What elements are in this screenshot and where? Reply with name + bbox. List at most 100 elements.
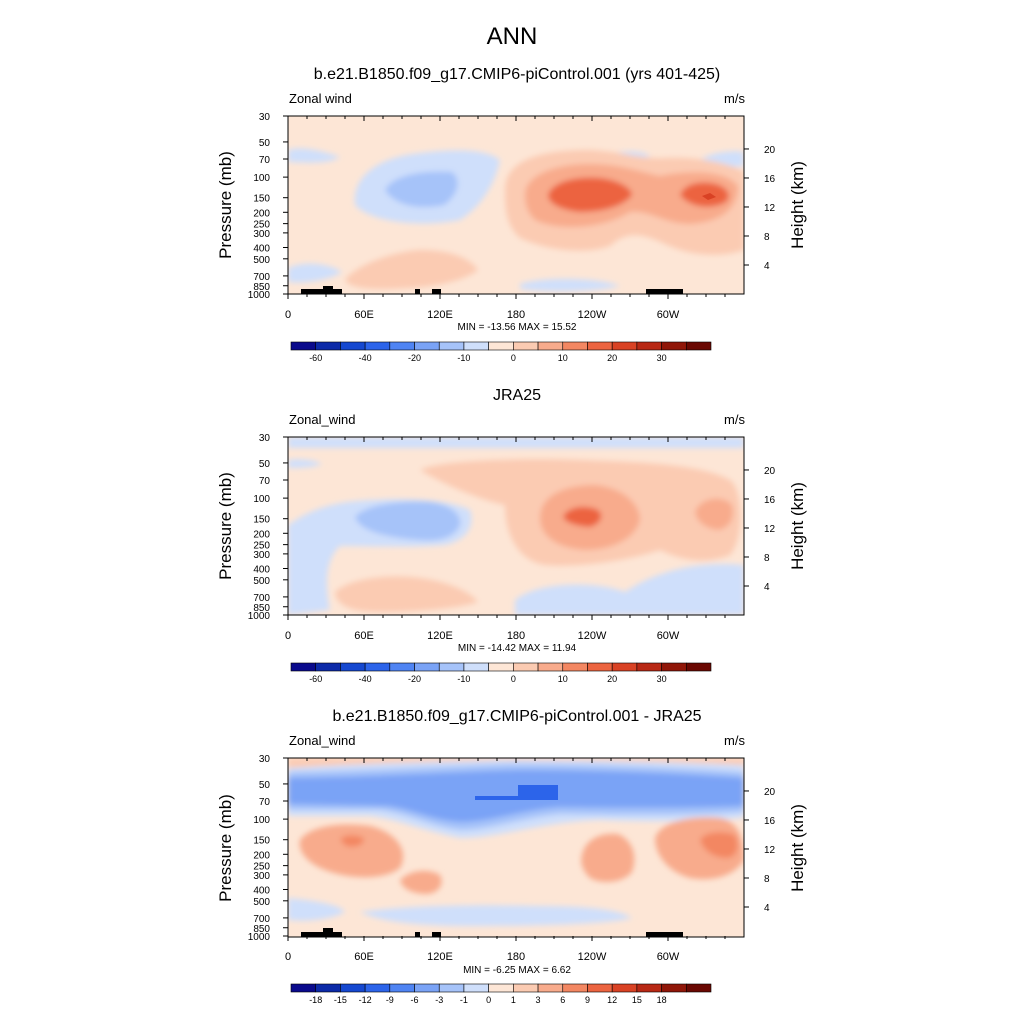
pressure-tick-label: 300 <box>253 871 270 882</box>
pressure-tick-label: 500 <box>253 576 270 587</box>
lon-tick-label: 0 <box>285 630 291 642</box>
colorbar-swatch <box>587 983 613 993</box>
colorbar-swatch <box>611 983 638 993</box>
panel-1-units-label: m/s <box>724 91 745 106</box>
colorbar-swatch <box>463 662 489 672</box>
colorbar-label: -1 <box>460 995 468 1005</box>
pressure-tick-label: 400 <box>253 885 270 896</box>
lon-tick-label: 180 <box>507 951 525 963</box>
pressure-tick-label: 300 <box>253 229 270 240</box>
colorbar-swatch <box>290 662 317 672</box>
panel-1-stats: MIN = -13.56 MAX = 15.52 <box>458 322 577 333</box>
panel-3-stats: MIN = -6.25 MAX = 6.62 <box>463 965 571 976</box>
lon-tick-label: 180 <box>507 630 525 642</box>
colorbar-swatch <box>488 983 514 993</box>
contour-negative-surface-right <box>520 278 620 292</box>
colorbar-label: 1 <box>511 995 516 1005</box>
colorbar-swatch <box>661 341 687 351</box>
pressure-tick-label: 700 <box>253 593 270 604</box>
pressure-tick-label: 50 <box>259 459 271 470</box>
lon-tick-label: 120E <box>427 309 453 321</box>
colorbar-swatch <box>438 983 465 993</box>
colorbar-label: -18 <box>309 995 322 1005</box>
panel-3-ylabel-right: Height (km) <box>788 804 807 892</box>
pressure-tick-label: 150 <box>253 515 270 526</box>
panel-2-stats: MIN = -14.42 MAX = 11.94 <box>458 643 577 654</box>
colorbar-label: 0 <box>486 995 491 1005</box>
panel-1-contour-field <box>288 116 744 294</box>
colorbar-swatch <box>587 341 613 351</box>
pressure-tick-label: 1000 <box>248 932 271 943</box>
colorbar-swatch <box>611 662 638 672</box>
lon-tick-label: 120E <box>427 630 453 642</box>
lon-tick-label: 60E <box>354 309 374 321</box>
pressure-tick-label: 100 <box>253 494 270 505</box>
colorbar-swatch <box>636 341 662 351</box>
pressure-tick-label: 30 <box>259 112 271 123</box>
pressure-tick-label: 500 <box>253 255 270 266</box>
pressure-tick-label: 50 <box>259 780 271 791</box>
lon-tick-label: 180 <box>507 309 525 321</box>
colorbar-swatch <box>685 662 712 672</box>
pressure-tick-label: 30 <box>259 754 271 765</box>
colorbar-label: -12 <box>359 995 372 1005</box>
colorbar-swatch <box>537 341 564 351</box>
colorbar-swatch <box>685 341 712 351</box>
pressure-tick-label: 300 <box>253 550 270 561</box>
height-tick-label: 4 <box>764 903 770 914</box>
colorbar-label: -20 <box>408 353 421 363</box>
colorbar-swatch <box>315 983 341 993</box>
colorbar-swatch <box>414 983 440 993</box>
lon-tick-label: 0 <box>285 309 291 321</box>
contour-negative-surface-left <box>288 898 345 921</box>
lon-tick-label: 60W <box>657 630 680 642</box>
colorbar-label: -10 <box>457 353 470 363</box>
colorbar-label: -20 <box>408 674 421 684</box>
colorbar-label: 3 <box>536 995 541 1005</box>
height-tick-label: 8 <box>764 874 770 885</box>
colorbar-swatch <box>611 341 638 351</box>
colorbar-swatch <box>513 341 539 351</box>
colorbar-label: 0 <box>511 674 516 684</box>
colorbar-swatch <box>587 662 613 672</box>
colorbar-swatch <box>636 662 662 672</box>
colorbar-label: 10 <box>558 353 568 363</box>
colorbar-label: 12 <box>607 995 617 1005</box>
colorbar-swatch <box>685 983 712 993</box>
lon-tick-label: 120W <box>578 630 607 642</box>
colorbar-swatch <box>562 662 588 672</box>
height-tick-label: 12 <box>764 203 776 214</box>
contour-jet-core-left <box>548 177 632 212</box>
height-tick-label: 12 <box>764 845 776 856</box>
pressure-tick-label: 70 <box>259 476 271 487</box>
panel-3-units-label: m/s <box>724 733 745 748</box>
colorbar-label: 18 <box>657 995 667 1005</box>
colorbar-swatch <box>438 662 465 672</box>
pressure-tick-label: 30 <box>259 433 271 444</box>
colorbar-label: -40 <box>359 353 372 363</box>
pressure-tick-label: 70 <box>259 155 271 166</box>
height-tick-label: 12 <box>764 524 776 535</box>
panel-3-variable-label: Zonal_wind <box>289 733 356 748</box>
lon-tick-label: 60E <box>354 951 374 963</box>
pressure-tick-label: 50 <box>259 138 271 149</box>
pressure-tick-label: 100 <box>253 815 270 826</box>
colorbar-label: 30 <box>657 353 667 363</box>
height-tick-label: 8 <box>764 232 770 243</box>
pressure-tick-label: 850 <box>253 282 270 293</box>
colorbar-swatch <box>364 662 391 672</box>
colorbar-swatch <box>488 341 514 351</box>
panel-1-title: b.e21.B1850.f09_g17.CMIP6-piControl.001 … <box>314 66 720 83</box>
panel-2-variable-label: Zonal_wind <box>289 412 356 427</box>
lon-tick-label: 0 <box>285 951 291 963</box>
contour-jet-max-right <box>702 193 716 200</box>
pressure-tick-label: 100 <box>253 173 270 184</box>
colorbar-label: 30 <box>657 674 667 684</box>
pressure-tick-label: 200 <box>253 529 270 540</box>
pressure-tick-label: 250 <box>253 220 270 231</box>
pressure-tick-label: 700 <box>253 914 270 925</box>
pressure-tick-label: 70 <box>259 797 271 808</box>
